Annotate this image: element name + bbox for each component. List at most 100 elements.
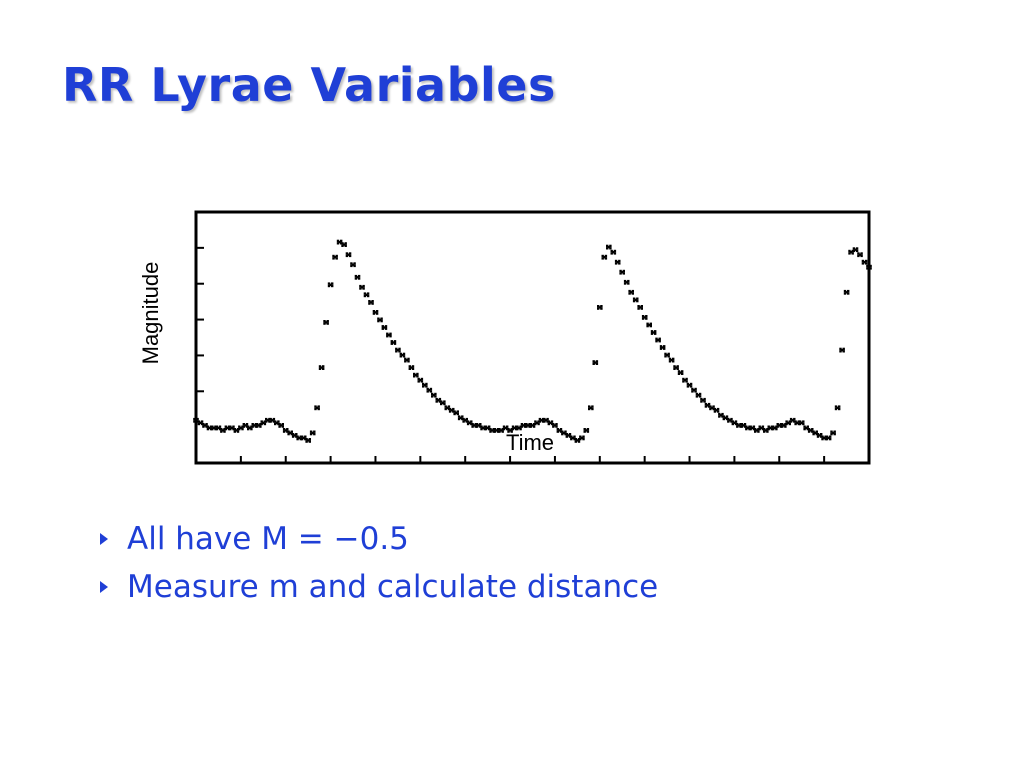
data-point <box>526 424 530 427</box>
data-point <box>570 435 573 438</box>
data-point <box>757 430 760 433</box>
data-point <box>776 425 779 428</box>
data-point <box>479 425 482 428</box>
data-point <box>834 405 838 408</box>
data-point <box>855 249 859 253</box>
data-point <box>709 407 712 411</box>
data-point <box>588 405 591 408</box>
data-point <box>304 435 307 438</box>
data-point <box>381 325 384 328</box>
data-point <box>457 417 461 421</box>
data-point <box>689 385 693 388</box>
data-point <box>506 427 509 431</box>
data-point <box>260 422 263 426</box>
data-point <box>654 330 657 333</box>
data-point <box>851 249 854 253</box>
data-point <box>411 367 415 370</box>
data-point <box>387 333 391 337</box>
data-point <box>781 425 784 428</box>
data-point <box>368 302 371 305</box>
data-point <box>537 422 540 426</box>
data-point <box>731 422 734 426</box>
data-point <box>317 405 320 408</box>
data-point <box>221 429 225 432</box>
data-point <box>789 417 793 421</box>
data-point <box>695 392 699 396</box>
data-point <box>704 402 708 406</box>
data-point <box>531 424 534 427</box>
data-point <box>785 422 788 426</box>
data-point <box>627 279 630 283</box>
data-point <box>438 397 442 401</box>
data-point <box>232 427 235 431</box>
data-point <box>519 427 522 431</box>
data-point <box>308 438 311 441</box>
data-point <box>722 415 725 418</box>
data-point <box>739 425 742 428</box>
data-point <box>259 425 262 428</box>
data-point <box>852 249 856 253</box>
data-point <box>200 420 204 423</box>
data-point <box>515 425 518 428</box>
data-point <box>649 324 652 328</box>
data-point <box>818 434 821 437</box>
data-point <box>586 428 590 431</box>
data-point <box>863 261 866 264</box>
data-point <box>603 256 606 259</box>
data-point <box>272 417 276 421</box>
data-point <box>537 420 540 423</box>
data-point <box>802 420 805 423</box>
data-point <box>544 419 548 422</box>
data-point <box>634 298 637 302</box>
data-point <box>824 435 827 438</box>
data-point <box>612 251 615 254</box>
data-point <box>497 428 500 431</box>
data-point <box>773 426 776 430</box>
data-point <box>206 427 210 431</box>
data-point <box>725 415 729 418</box>
data-point <box>672 360 675 363</box>
data-point <box>814 431 817 435</box>
data-point <box>282 428 286 431</box>
data-point <box>354 277 358 280</box>
data-point <box>632 299 636 303</box>
data-point <box>212 426 216 430</box>
data-point <box>274 420 277 423</box>
data-point <box>775 427 778 431</box>
data-point <box>523 425 527 428</box>
data-point <box>408 367 411 370</box>
data-point <box>831 431 835 435</box>
data-point <box>640 305 643 308</box>
data-point <box>441 401 444 404</box>
data-point <box>806 425 809 428</box>
data-point <box>710 406 714 409</box>
data-point <box>740 423 743 426</box>
data-point <box>300 437 304 441</box>
data-point <box>528 425 531 428</box>
data-point <box>511 427 515 431</box>
data-point <box>796 421 799 424</box>
data-point <box>793 417 796 421</box>
data-point <box>562 431 566 435</box>
data-point <box>597 307 600 310</box>
data-point <box>829 437 832 441</box>
data-point <box>664 355 667 358</box>
data-point <box>843 289 847 293</box>
data-point <box>604 257 608 260</box>
data-point <box>727 417 730 421</box>
data-point <box>307 439 310 442</box>
data-point <box>350 264 353 268</box>
data-point <box>461 415 464 418</box>
data-point <box>618 262 621 265</box>
data-point <box>854 248 857 251</box>
data-point <box>822 436 826 440</box>
data-point <box>235 429 238 432</box>
data-point <box>380 317 383 320</box>
data-point <box>313 430 316 433</box>
data-point <box>444 407 447 411</box>
data-point <box>766 430 769 433</box>
data-point <box>550 420 554 423</box>
data-point <box>353 262 356 265</box>
data-point <box>534 420 537 423</box>
data-point <box>809 429 812 432</box>
